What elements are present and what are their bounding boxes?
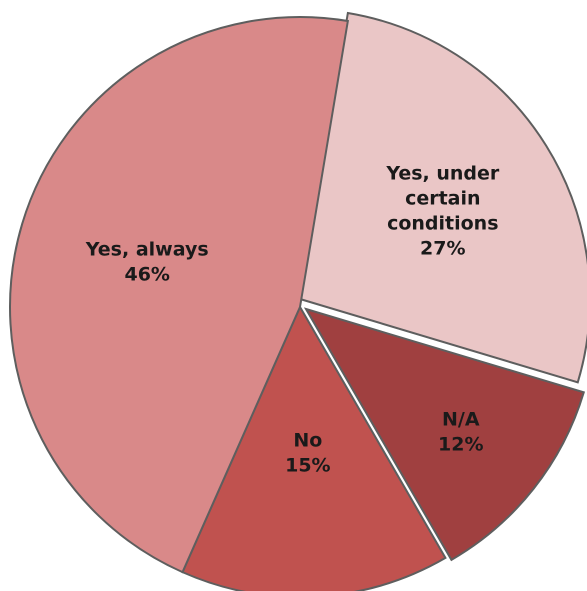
slice-label-line-0-1: certain <box>405 188 480 210</box>
slice-label-line-0-0: Yes, under <box>385 163 500 185</box>
slice-label-line-3-0: Yes, always <box>85 239 209 261</box>
pie-slice-0 <box>298 11 587 384</box>
slices-layer <box>8 11 587 591</box>
slice-percent-2: 15% <box>285 454 330 476</box>
slice-label-line-2-0: No <box>293 429 322 451</box>
pie-slice-3 <box>8 16 350 574</box>
slice-label-0: Yes, under certain conditions 27% <box>385 163 500 260</box>
labels-layer: Yes, under certain conditions 27% N/A 12% No 15… <box>85 163 500 477</box>
slice-label-line-0-2: conditions <box>387 213 498 235</box>
slice-label-line-1-0: N/A <box>442 409 480 431</box>
slice-label-1: N/A 12% <box>438 409 483 456</box>
pie-slice-1 <box>303 307 586 562</box>
slice-percent-1: 12% <box>438 434 483 456</box>
slice-percent-3: 46% <box>124 264 169 286</box>
slice-label-2: No 15% <box>285 429 330 476</box>
slice-percent-0: 27% <box>420 238 465 260</box>
pie-slice-2 <box>181 304 447 591</box>
slice-label-3: Yes, always 46% <box>85 239 209 286</box>
